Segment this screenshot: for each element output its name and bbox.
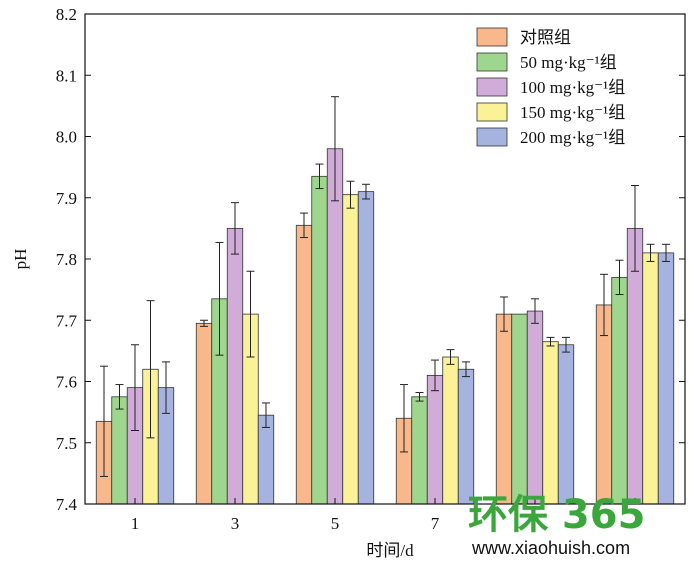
axes-layer: 7.4 7.5 7.6 7.7 7.8 7.9 8.0 8.1 8.2 1 3 5 7 时间/d pH: [11, 5, 686, 560]
bar: [542, 341, 559, 505]
bar: [557, 344, 575, 505]
bar: [495, 313, 513, 505]
legend-swatch: [476, 102, 508, 122]
x-axis-title: 时间/d: [366, 541, 414, 560]
y-tick-label: 7.6: [56, 373, 77, 392]
bar: [442, 356, 459, 505]
bar: [426, 374, 444, 505]
bar: [311, 175, 328, 505]
bar: [511, 313, 528, 505]
x-tick-label: 3: [231, 514, 240, 533]
x-tick-label: 5: [331, 514, 340, 533]
legend-label: 100 mg·kg⁻¹组: [520, 78, 625, 97]
bar: [657, 252, 675, 505]
bar: [457, 368, 475, 505]
legend: 对照组 50 mg·kg⁻¹组 100 mg·kg⁻¹组 150 mg·kg⁻¹组 20…: [476, 27, 625, 147]
legend-swatch: [476, 52, 508, 72]
bar: [295, 224, 313, 505]
bars-layer: [95, 96, 675, 505]
legend-label: 200 mg·kg⁻¹组: [520, 128, 625, 147]
legend-swatch: [476, 127, 508, 147]
y-tick-label: 7.8: [56, 250, 77, 269]
bar: [257, 414, 275, 505]
x-tick-label: 1: [131, 514, 140, 533]
legend-label: 150 mg·kg⁻¹组: [520, 103, 625, 122]
bar: [357, 191, 375, 505]
x-tick-label: 7: [431, 514, 440, 533]
bar: [642, 252, 659, 505]
legend-label: 50 mg·kg⁻¹组: [520, 53, 617, 72]
y-tick-label: 8.0: [56, 128, 77, 147]
y-tick-label: 8.1: [56, 66, 77, 85]
y-tick-label: 7.7: [56, 311, 78, 330]
bar: [611, 276, 628, 505]
y-tick-label: 7.9: [56, 189, 77, 208]
bar: [411, 396, 428, 505]
bar: [226, 227, 244, 505]
legend-swatch: [476, 77, 508, 97]
bar: [342, 194, 359, 505]
y-tick-label: 7.4: [56, 495, 78, 514]
bar: [195, 322, 213, 505]
y-tick-label: 7.5: [56, 434, 77, 453]
y-tick-label: 8.2: [56, 5, 77, 24]
watermark-logo: 环保 365: [468, 492, 645, 538]
watermark-url: www.xiaohuish.com: [471, 538, 630, 558]
y-axis-title: pH: [11, 249, 30, 270]
bar: [326, 148, 344, 505]
legend-label: 对照组: [520, 28, 571, 47]
bar: [111, 396, 128, 505]
legend-swatch: [476, 27, 508, 47]
bar: [526, 310, 544, 505]
watermark: 环保 365 www.xiaohuish.com: [468, 492, 645, 558]
